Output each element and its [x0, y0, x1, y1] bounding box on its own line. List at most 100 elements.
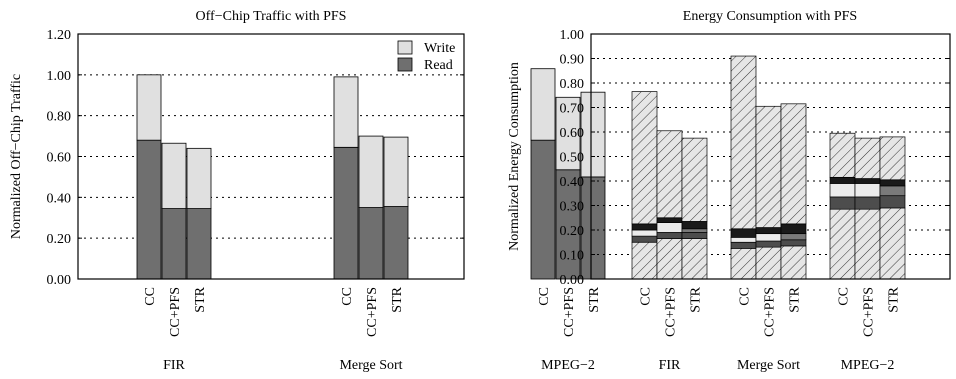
- x-tick-label: CC: [837, 287, 852, 306]
- legend-swatch-read: [397, 57, 413, 72]
- legend-swatch-write: [397, 40, 413, 55]
- bar-segment: [730, 248, 757, 280]
- bar-read: [383, 206, 409, 280]
- bar-write: [333, 76, 359, 148]
- bar-segment: [681, 232, 708, 239]
- x-tick-label: CC: [537, 287, 552, 306]
- bar-write: [580, 91, 606, 178]
- x-tick-label: CC+PFS: [763, 287, 778, 337]
- x-tick-label: STR: [390, 286, 405, 312]
- y-tick-label: 0.90: [560, 53, 585, 68]
- x-tick-label: CC+PFS: [365, 287, 380, 337]
- y-tick-label: 1.00: [560, 28, 585, 43]
- bar-segment: [829, 132, 856, 178]
- bar-segment: [780, 239, 807, 247]
- y-tick-label: 0.70: [560, 102, 585, 117]
- bar-read: [358, 207, 384, 280]
- y-tick-label: 0.00: [47, 273, 72, 288]
- bar-segment: [631, 223, 658, 231]
- x-tick-label: CC: [639, 287, 654, 306]
- bar-write: [383, 136, 409, 207]
- y-tick-label: 1.20: [47, 28, 72, 43]
- y-tick-label: 0.30: [560, 200, 585, 215]
- bar-write: [555, 96, 581, 171]
- bar-segment: [656, 217, 683, 224]
- bar-read: [161, 208, 187, 280]
- bar-segment: [631, 235, 658, 243]
- bar-write: [186, 147, 212, 209]
- y-tick-label: 0.50: [560, 151, 585, 166]
- x-tick-label: CC: [143, 287, 158, 306]
- y-tick-label: 0.40: [47, 191, 72, 206]
- legend-label-write: Write: [424, 41, 455, 56]
- bar-segment: [879, 136, 906, 181]
- bar-segment: [780, 233, 807, 241]
- y-tick-label: 0.60: [560, 126, 585, 141]
- bar-segment: [879, 207, 906, 280]
- bar-write: [136, 74, 162, 141]
- bar-segment: [854, 183, 881, 198]
- legend-label-read: Read: [424, 58, 453, 73]
- bar-segment: [730, 228, 757, 238]
- bar-segment: [681, 228, 708, 233]
- y-axis-label-1: Normalized Off−Chip Traffic: [9, 74, 24, 239]
- x-tick-label: CC+PFS: [862, 287, 877, 337]
- plot-frame-2: [590, 33, 951, 280]
- y-tick-label: 0.80: [560, 77, 585, 92]
- bar-segment: [656, 130, 683, 219]
- x-tick-label: CC: [340, 287, 355, 306]
- y-tick-label: 0.10: [560, 249, 585, 264]
- bar-write: [530, 68, 556, 141]
- bar-segment: [730, 241, 757, 249]
- bar-read: [530, 139, 556, 280]
- bar-segment: [854, 178, 881, 184]
- bar-segment: [879, 195, 906, 209]
- bar-write: [161, 142, 187, 209]
- y-tick-label: 0.40: [560, 175, 585, 190]
- x-tick-label: STR: [887, 286, 902, 312]
- y-axis-label-2: Normalized Energy Consumption: [507, 62, 522, 251]
- group-label: MPEG−2: [541, 358, 595, 373]
- bar-segment: [730, 55, 757, 230]
- bar-segment: [854, 196, 881, 210]
- group-label: Merge Sort: [737, 358, 800, 373]
- x-tick-label: STR: [689, 286, 704, 312]
- bar-segment: [631, 229, 658, 237]
- group-label: Merge Sort: [339, 358, 402, 373]
- bar-segment: [854, 137, 881, 179]
- bar-segment: [681, 137, 708, 222]
- x-tick-label: CC+PFS: [664, 287, 679, 337]
- y-tick-label: 0.20: [47, 232, 72, 247]
- y-tick-label: 0.80: [47, 110, 72, 125]
- bar-segment: [755, 105, 782, 228]
- y-tick-label: 0.20: [560, 224, 585, 239]
- x-tick-label: CC+PFS: [168, 287, 183, 337]
- bar-segment: [681, 221, 708, 230]
- group-label: FIR: [163, 358, 185, 373]
- y-tick-label: 1.00: [47, 69, 72, 84]
- bar-segment: [780, 223, 807, 235]
- bar-segment: [854, 208, 881, 280]
- chart-title-2: Energy Consumption with PFS: [683, 9, 857, 24]
- x-tick-label: CC+PFS: [562, 287, 577, 337]
- bar-segment: [829, 183, 856, 198]
- bar-segment: [829, 176, 856, 184]
- bar-read: [186, 208, 212, 280]
- bar-read: [333, 146, 359, 280]
- bar-segment: [656, 222, 683, 233]
- bar-read: [580, 176, 606, 280]
- bar-segment: [780, 245, 807, 280]
- chart-title-1: Off−Chip Traffic with PFS: [196, 9, 347, 24]
- bar-write: [358, 135, 384, 208]
- bar-read: [555, 169, 581, 280]
- bar-segment: [631, 241, 658, 280]
- bar-segment: [829, 208, 856, 280]
- y-tick-label: 0.00: [560, 273, 585, 288]
- x-tick-label: STR: [193, 286, 208, 312]
- group-label: MPEG−2: [841, 358, 895, 373]
- bar-segment: [656, 238, 683, 280]
- x-tick-label: STR: [587, 286, 602, 312]
- bar-segment: [829, 196, 856, 210]
